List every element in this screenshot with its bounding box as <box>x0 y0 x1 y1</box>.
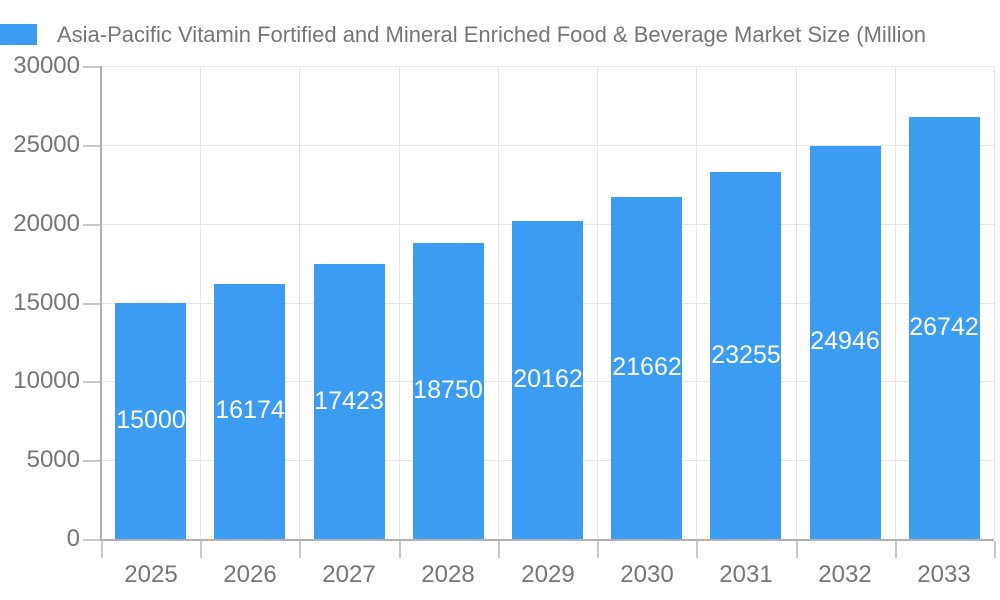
bar-value-label: 20162 <box>513 365 583 393</box>
y-tick-label: 15000 <box>13 289 80 316</box>
bar-value-label: 17423 <box>314 387 384 415</box>
x-axis-tick <box>101 541 103 558</box>
bar-value-label: 18750 <box>413 376 483 404</box>
bar-value-label: 21662 <box>612 353 682 381</box>
bar <box>214 284 285 539</box>
gridline-vertical <box>299 66 300 539</box>
x-axis-tick <box>200 541 202 558</box>
y-axis-tick <box>83 224 101 226</box>
y-axis-tick <box>83 381 101 383</box>
gridline-vertical <box>399 66 400 539</box>
x-tick-label: 2028 <box>421 561 475 588</box>
x-axis-tick <box>299 541 301 558</box>
bar-value-label: 24946 <box>810 327 880 355</box>
bar-value-label: 26742 <box>909 313 979 341</box>
gridline-vertical <box>994 66 995 539</box>
x-tick-label: 2025 <box>124 561 178 588</box>
gridline-horizontal <box>101 145 994 146</box>
x-axis-tick <box>498 541 500 558</box>
legend-swatch <box>0 24 37 45</box>
gridline-vertical <box>200 66 201 539</box>
x-tick-label: 2027 <box>322 561 376 588</box>
x-tick-label: 2030 <box>620 561 674 588</box>
y-tick-label: 5000 <box>26 446 80 473</box>
gridline-vertical <box>597 66 598 539</box>
bar <box>710 172 781 539</box>
bar <box>115 303 186 540</box>
y-tick-label: 30000 <box>13 52 80 79</box>
x-tick-label: 2032 <box>818 561 872 588</box>
y-axis-tick <box>83 460 101 462</box>
bar-value-label: 16174 <box>215 396 285 424</box>
x-tick-label: 2029 <box>521 561 575 588</box>
bar <box>611 197 682 539</box>
gridline-vertical <box>895 66 896 539</box>
x-axis-tick <box>696 541 698 558</box>
bar <box>314 264 385 539</box>
x-axis-tick <box>796 541 798 558</box>
gridline-vertical <box>796 66 797 539</box>
x-tick-label: 2031 <box>719 561 773 588</box>
y-tick-label: 25000 <box>13 131 80 158</box>
bar <box>810 146 881 539</box>
y-axis-tick <box>83 66 101 68</box>
x-axis-tick <box>994 541 996 558</box>
y-axis-tick <box>83 303 101 305</box>
bar <box>413 243 484 539</box>
y-tick-label: 0 <box>66 525 80 552</box>
gridline-vertical <box>498 66 499 539</box>
y-axis-tick <box>83 145 101 147</box>
x-axis-tick <box>597 541 599 558</box>
y-tick-label: 20000 <box>13 210 80 237</box>
bar-value-label: 15000 <box>116 406 186 434</box>
x-axis-tick <box>399 541 401 558</box>
gridline-vertical <box>696 66 697 539</box>
y-axis-tick <box>83 539 101 541</box>
chart-title: Asia-Pacific Vitamin Fortified and Miner… <box>57 22 926 47</box>
x-tick-label: 2026 <box>223 561 277 588</box>
x-axis-tick <box>895 541 897 558</box>
y-axis <box>100 66 102 541</box>
gridline-horizontal <box>101 66 994 67</box>
y-tick-label: 10000 <box>13 367 80 394</box>
bar <box>909 117 980 539</box>
x-tick-label: 2033 <box>917 561 971 588</box>
x-axis <box>100 539 994 541</box>
bar-value-label: 23255 <box>711 341 781 369</box>
bar <box>512 221 583 539</box>
